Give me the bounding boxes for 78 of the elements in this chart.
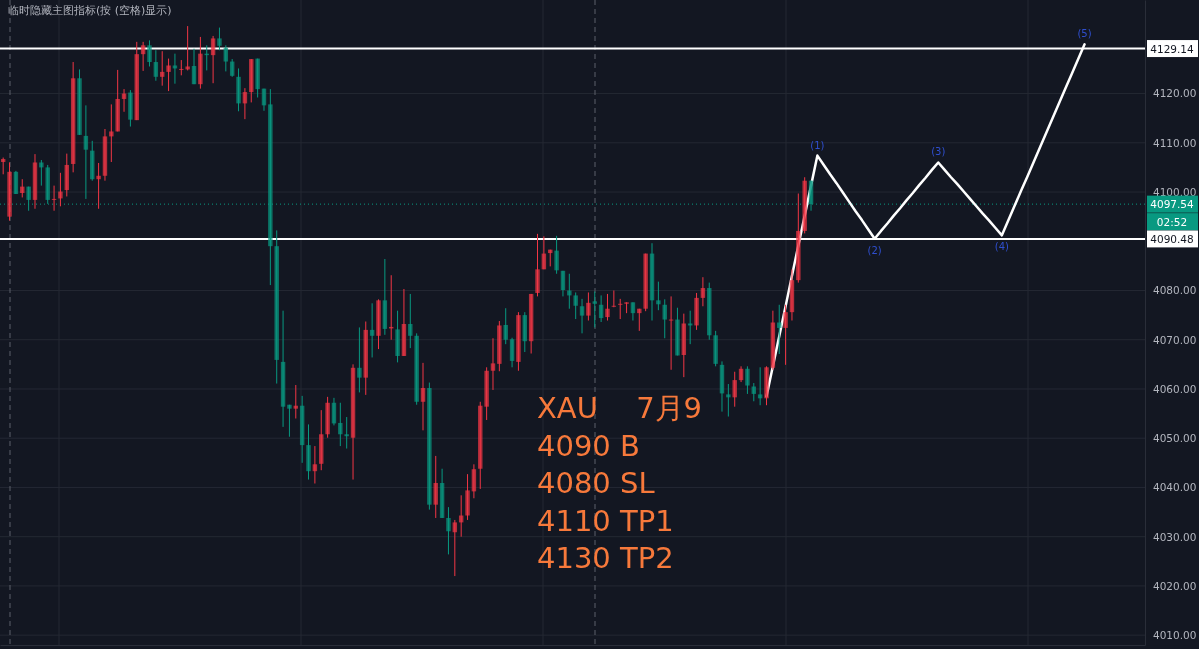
candlestick bbox=[732, 371, 737, 408]
candlestick bbox=[668, 295, 674, 371]
candlestick bbox=[338, 402, 343, 447]
candlestick bbox=[630, 301, 636, 322]
y-tick-label: 4040.00 bbox=[1153, 481, 1197, 494]
annotation: (2) bbox=[867, 244, 882, 256]
candlestick bbox=[223, 44, 229, 72]
candlestick bbox=[509, 337, 515, 368]
y-tick-label: 4050.00 bbox=[1153, 432, 1197, 445]
candlestick bbox=[611, 290, 617, 308]
annotation: 4080 SL bbox=[537, 466, 655, 500]
annotation: 临时隐藏主图指标(按 (空格)显示) bbox=[8, 4, 172, 17]
candlestick bbox=[26, 186, 31, 212]
candlestick bbox=[153, 49, 159, 82]
annotation: 4130 TP2 bbox=[537, 541, 674, 575]
candlestick bbox=[433, 455, 438, 519]
annotation: (1) bbox=[810, 139, 825, 151]
candlestick bbox=[217, 27, 222, 51]
y-tick-label: 4120.00 bbox=[1153, 87, 1197, 100]
candlestick bbox=[783, 304, 788, 366]
candlestick bbox=[446, 506, 451, 555]
candlestick bbox=[452, 519, 458, 577]
annotation: XAU 7月9 bbox=[537, 391, 703, 425]
candlestick bbox=[210, 35, 216, 84]
y-tick-label: 4100.00 bbox=[1153, 185, 1197, 198]
ref-line-label: 4129.14 bbox=[1150, 42, 1195, 55]
candlestick bbox=[579, 298, 585, 334]
candlestick bbox=[745, 365, 750, 395]
candlestick bbox=[293, 384, 299, 420]
candlestick bbox=[656, 281, 661, 311]
candlestick bbox=[617, 298, 623, 320]
candlestick bbox=[726, 383, 731, 418]
annotation: 4110 TP1 bbox=[537, 503, 674, 538]
candlestick bbox=[159, 50, 165, 87]
annotation: (3) bbox=[931, 146, 946, 158]
candlestick bbox=[109, 103, 114, 163]
candlestick bbox=[503, 307, 508, 345]
candlestick bbox=[592, 290, 597, 328]
candlestick bbox=[39, 159, 44, 187]
candlestick bbox=[172, 53, 178, 85]
candlestick bbox=[420, 362, 426, 431]
candlestick bbox=[185, 25, 190, 71]
ref-line-label: 4090.48 bbox=[1150, 232, 1194, 245]
candlestick bbox=[96, 162, 101, 210]
candlestick bbox=[357, 326, 362, 393]
annotation: 4090 B bbox=[537, 428, 640, 463]
candlestick bbox=[147, 39, 152, 67]
candlestick bbox=[58, 172, 63, 207]
candlestick bbox=[700, 276, 706, 307]
candlestick bbox=[535, 233, 540, 297]
candlestick bbox=[490, 337, 496, 391]
y-tick-label: 4110.00 bbox=[1153, 136, 1197, 149]
candlestick bbox=[662, 298, 667, 339]
y-tick-label: 4010.00 bbox=[1153, 629, 1197, 642]
candlestick bbox=[554, 235, 559, 275]
candlestick bbox=[605, 293, 610, 322]
candlestick bbox=[567, 273, 572, 310]
candlestick bbox=[83, 104, 89, 200]
candlestick bbox=[51, 185, 57, 212]
candlestick bbox=[344, 416, 349, 450]
y-tick-label: 4060.00 bbox=[1153, 382, 1197, 395]
y-tick-label: 4070.00 bbox=[1153, 333, 1197, 346]
text: 02:52 bbox=[1156, 215, 1188, 228]
candlestick bbox=[312, 445, 318, 484]
annotation: (4) bbox=[994, 241, 1010, 253]
candlestick bbox=[287, 404, 292, 438]
y-tick-label: 4030.00 bbox=[1153, 530, 1197, 543]
annotation: (5) bbox=[1077, 28, 1092, 40]
candlestick bbox=[166, 58, 171, 92]
ref-line-label: 4097.54 bbox=[1150, 198, 1195, 211]
candlestick bbox=[140, 41, 146, 72]
candlestick bbox=[586, 291, 591, 322]
candlestick bbox=[408, 293, 413, 349]
candlestick bbox=[573, 291, 578, 320]
y-tick-label: 4080.00 bbox=[1153, 284, 1197, 297]
candlestick bbox=[179, 59, 184, 76]
candlestick bbox=[369, 302, 375, 358]
y-tick-label: 4020.00 bbox=[1153, 579, 1197, 592]
